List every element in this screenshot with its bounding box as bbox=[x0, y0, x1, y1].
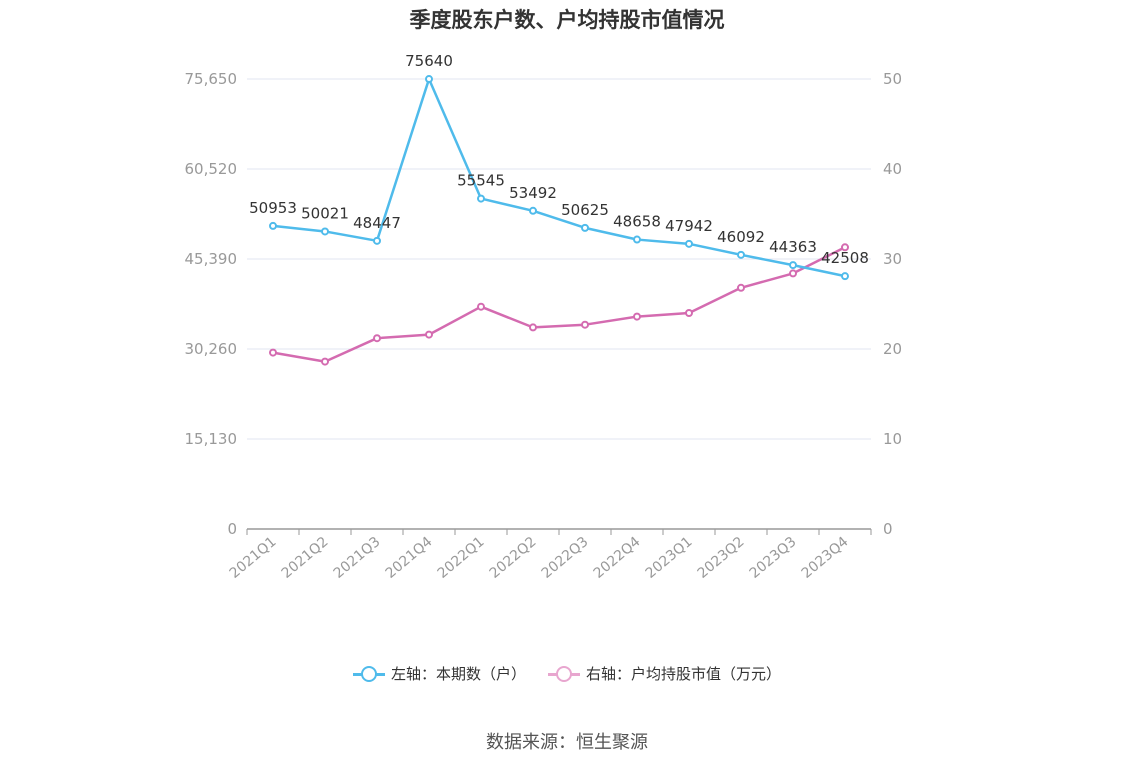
left-series-point bbox=[425, 75, 433, 84]
data-label: 48658 bbox=[613, 213, 661, 231]
x-axis-tick-label: 2021Q1 bbox=[227, 534, 280, 582]
x-axis-tick-label: 2023Q1 bbox=[643, 534, 696, 582]
left-axis-tick-label: 30,260 bbox=[185, 340, 238, 358]
legend-label-left-series: 左轴：本期数（户） bbox=[390, 665, 526, 683]
left-axis-tick-label: 15,130 bbox=[185, 430, 238, 448]
right-axis-tick-label: 10 bbox=[883, 430, 902, 448]
data-source-note: 数据来源：恒生聚源 bbox=[486, 732, 648, 753]
right-series-point bbox=[529, 323, 537, 332]
right-axis-tick-label: 0 bbox=[883, 520, 893, 538]
right-series-point bbox=[269, 348, 277, 357]
legend: 左轴：本期数（户） 右轴：户均持股市值（万元） bbox=[0, 663, 1134, 684]
right-series-point bbox=[373, 334, 381, 343]
chart-title: 季度股东户数、户均持股市值情况 bbox=[409, 8, 725, 32]
right-series-point bbox=[841, 243, 849, 252]
left-series-line bbox=[272, 77, 846, 278]
left-series-point bbox=[841, 272, 849, 281]
right-axis-tick-label: 30 bbox=[883, 250, 902, 268]
left-series-point bbox=[737, 250, 745, 259]
x-axis-tick-label: 2022Q2 bbox=[487, 534, 540, 582]
x-axis-tick-label: 2022Q3 bbox=[539, 534, 592, 582]
left-series-point bbox=[269, 221, 277, 230]
right-axis-tick-label: 40 bbox=[883, 160, 902, 178]
right-axis-tick-label: 50 bbox=[883, 70, 902, 88]
legend-line-icon bbox=[548, 665, 580, 682]
data-label: 48447 bbox=[353, 214, 401, 232]
right-series-point bbox=[737, 283, 745, 292]
data-label: 75640 bbox=[405, 52, 453, 70]
x-axis-tick-label: 2023Q4 bbox=[799, 534, 852, 582]
data-label: 50953 bbox=[249, 199, 297, 217]
data-label: 53492 bbox=[509, 184, 557, 202]
x-axis-tick-label: 2022Q1 bbox=[435, 534, 488, 582]
right-series-line bbox=[272, 246, 846, 363]
left-series-point bbox=[321, 227, 329, 236]
left-series-point bbox=[633, 235, 641, 244]
data-label: 50625 bbox=[561, 201, 609, 219]
legend-item-left-series[interactable]: 左轴：本期数（户） bbox=[352, 663, 526, 684]
grid-layer bbox=[247, 78, 871, 440]
left-axis-tick-label: 60,520 bbox=[185, 160, 238, 178]
right-series-point bbox=[633, 312, 641, 321]
x-axis-tick-label: 2021Q4 bbox=[383, 534, 436, 582]
left-series-point bbox=[373, 236, 381, 245]
left-series-point bbox=[685, 239, 693, 248]
data-label: 46092 bbox=[717, 228, 765, 246]
right-series-point bbox=[321, 357, 329, 366]
legend-line-icon bbox=[352, 665, 385, 682]
data-label: 55545 bbox=[457, 172, 505, 190]
left-axis-tick-label: 0 bbox=[227, 520, 237, 538]
left-series-point bbox=[529, 206, 537, 215]
left-series-point bbox=[789, 261, 797, 270]
x-axis-tick-label: 2023Q2 bbox=[695, 534, 748, 582]
right-series-point bbox=[581, 320, 589, 329]
legend-label-right-series: 右轴：户均持股市值（万元） bbox=[586, 665, 782, 683]
left-series-point bbox=[477, 194, 485, 203]
left-axis-tick-label: 75,650 bbox=[185, 70, 238, 88]
right-series-point bbox=[477, 302, 485, 311]
x-axis-tick-label: 2021Q2 bbox=[279, 534, 332, 582]
right-axis-tick-label: 20 bbox=[883, 340, 902, 358]
data-label: 44363 bbox=[769, 238, 817, 256]
x-axis-tick-label: 2021Q3 bbox=[331, 534, 384, 582]
left-series-point bbox=[581, 223, 589, 232]
right-series-point bbox=[685, 309, 693, 317]
line-chart: 0 0 15,130 10 30,260 20 45,390 30 60,520 40 75,650… bbox=[185, 52, 903, 582]
x-axis-tick-label: 2023Q3 bbox=[747, 534, 800, 582]
right-series-point bbox=[789, 269, 797, 278]
left-axis-tick-label: 45,390 bbox=[185, 250, 238, 268]
data-label: 47942 bbox=[665, 217, 713, 235]
data-label: 50021 bbox=[301, 204, 349, 222]
legend-item-right-series[interactable]: 右轴：户均持股市值（万元） bbox=[548, 663, 781, 684]
right-series-point bbox=[425, 330, 433, 339]
x-axis-tick-label: 2022Q4 bbox=[591, 534, 644, 582]
series-layer bbox=[269, 75, 849, 366]
data-label: 42508 bbox=[821, 249, 869, 267]
